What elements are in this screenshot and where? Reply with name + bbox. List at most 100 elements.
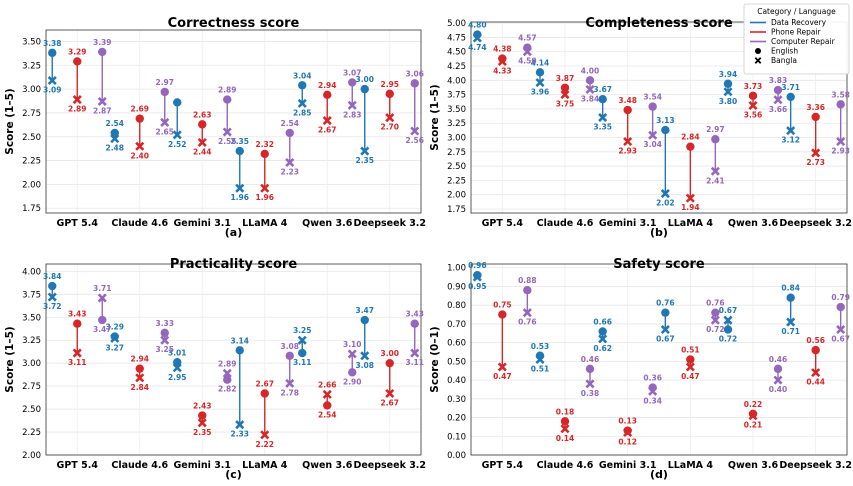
bangla-point bbox=[172, 363, 182, 373]
y-tick-label: 3.00 bbox=[447, 134, 466, 144]
data-label: 3.67 bbox=[593, 85, 612, 94]
x-tick-label: Claude 4.6 bbox=[111, 460, 168, 471]
data-label: 3.09 bbox=[43, 86, 62, 95]
english-point bbox=[260, 389, 269, 398]
bangla-point bbox=[710, 315, 720, 325]
data-label: 2.66 bbox=[318, 380, 337, 389]
bangla-point bbox=[235, 183, 245, 193]
y-tick-label: 0.80 bbox=[447, 301, 466, 311]
y-tick-label: 3.00 bbox=[22, 85, 41, 95]
bangla-point bbox=[172, 130, 182, 140]
data-label: 3.11 bbox=[293, 358, 312, 367]
y-tick-label: 5.00 bbox=[447, 19, 466, 29]
y-tick-label: 2.75 bbox=[447, 148, 466, 158]
bangla-point bbox=[297, 98, 307, 108]
plot-frame bbox=[45, 263, 422, 456]
y-tick-label: 3.25 bbox=[22, 336, 41, 346]
x-tick-label: Qwen 3.6 bbox=[728, 218, 779, 229]
bangla-point bbox=[648, 130, 658, 140]
data-label: 3.35 bbox=[593, 123, 612, 132]
data-label: 0.84 bbox=[781, 284, 800, 293]
english-point bbox=[598, 95, 607, 104]
english-point bbox=[648, 102, 657, 111]
bangla-point bbox=[385, 113, 395, 123]
data-label: 3.04 bbox=[643, 140, 662, 149]
data-label: 0.21 bbox=[744, 421, 763, 430]
x-tick-label: Qwen 3.6 bbox=[728, 460, 779, 471]
plot-frame bbox=[470, 263, 848, 456]
bangla-point bbox=[723, 87, 733, 97]
english-point bbox=[811, 112, 820, 122]
panel-completeness-score: 1.75 2.00 2.25 2.50 2.75 3.00 3.25 3.50 3.75 4.00… bbox=[429, 16, 852, 239]
bangla-point bbox=[260, 430, 270, 440]
english-point bbox=[298, 348, 307, 358]
x-tick-label: Deepseek 3.2 bbox=[353, 460, 426, 471]
bangla-point bbox=[660, 325, 670, 335]
data-label: 0.51 bbox=[531, 365, 550, 374]
data-label: 3.25 bbox=[293, 326, 312, 335]
bangla-point bbox=[197, 137, 207, 147]
data-label: 0.47 bbox=[681, 372, 700, 381]
x-tick-label: Gemini 3.1 bbox=[599, 218, 657, 229]
panel-label: (c) bbox=[225, 468, 242, 481]
panel-practicality-score: 2.00 2.25 2.50 2.75 3.00 3.25 3.50 3.75 4.00 Prac… bbox=[4, 257, 426, 481]
data-label: 4.38 bbox=[493, 45, 512, 54]
data-label: 0.62 bbox=[593, 344, 612, 353]
bangla-point bbox=[648, 386, 658, 396]
english-point bbox=[686, 355, 695, 364]
y-tick-label: 2.75 bbox=[22, 382, 41, 392]
english-point bbox=[410, 319, 419, 328]
data-label: 3.39 bbox=[93, 38, 112, 47]
english-point bbox=[585, 364, 595, 374]
english-point bbox=[260, 149, 269, 159]
y-tick-label: 3.50 bbox=[447, 105, 466, 115]
x-tick-label: LLaMA 4 bbox=[242, 218, 288, 229]
panel-label: (a) bbox=[225, 226, 242, 239]
panel-label: (d) bbox=[650, 468, 668, 481]
bangla-point bbox=[836, 136, 846, 147]
english-point bbox=[585, 76, 595, 85]
data-label: 2.90 bbox=[343, 377, 362, 386]
data-label: 3.36 bbox=[806, 103, 825, 112]
bangla-point bbox=[685, 193, 695, 203]
english-point bbox=[498, 310, 507, 319]
data-label: 4.33 bbox=[493, 66, 512, 75]
english-point bbox=[723, 79, 733, 88]
bangla-point bbox=[623, 136, 633, 147]
y-tick-label: 2.25 bbox=[22, 428, 41, 438]
chart-title: Correctness score bbox=[168, 16, 300, 31]
data-label: 2.40 bbox=[130, 151, 149, 160]
data-label: 2.73 bbox=[806, 158, 825, 167]
data-label: 2.89 bbox=[68, 105, 87, 114]
data-label: 0.34 bbox=[643, 396, 662, 405]
english-point bbox=[160, 328, 169, 338]
data-label: 3.11 bbox=[405, 358, 424, 367]
english-point bbox=[298, 81, 307, 90]
y-axis-label: Score (1–5) bbox=[429, 84, 441, 150]
english-point bbox=[836, 302, 845, 312]
data-label: 3.43 bbox=[68, 310, 87, 319]
english-point bbox=[385, 358, 394, 368]
x-tick-label: GPT 5.4 bbox=[57, 460, 99, 471]
data-label: 3.56 bbox=[744, 110, 763, 119]
data-label: 3.07 bbox=[343, 68, 362, 77]
y-tick-label: 4.00 bbox=[22, 267, 41, 277]
data-label: 0.96 bbox=[468, 261, 487, 270]
data-label: 0.46 bbox=[581, 355, 600, 364]
english-point bbox=[73, 57, 82, 66]
data-label: 0.51 bbox=[681, 346, 700, 355]
english-point bbox=[323, 90, 332, 100]
data-label: 2.02 bbox=[656, 199, 675, 208]
data-label: 0.22 bbox=[744, 400, 763, 409]
data-label: 3.47 bbox=[93, 325, 112, 334]
data-label: 3.96 bbox=[531, 88, 550, 97]
english-point bbox=[135, 364, 144, 373]
bangla-point bbox=[685, 362, 695, 372]
data-label: 0.67 bbox=[719, 306, 738, 315]
y-axis-label: Score (0–1) bbox=[429, 326, 441, 392]
data-label: 2.65 bbox=[155, 127, 174, 136]
plot-frame bbox=[470, 21, 848, 214]
bangla-point bbox=[360, 351, 370, 361]
